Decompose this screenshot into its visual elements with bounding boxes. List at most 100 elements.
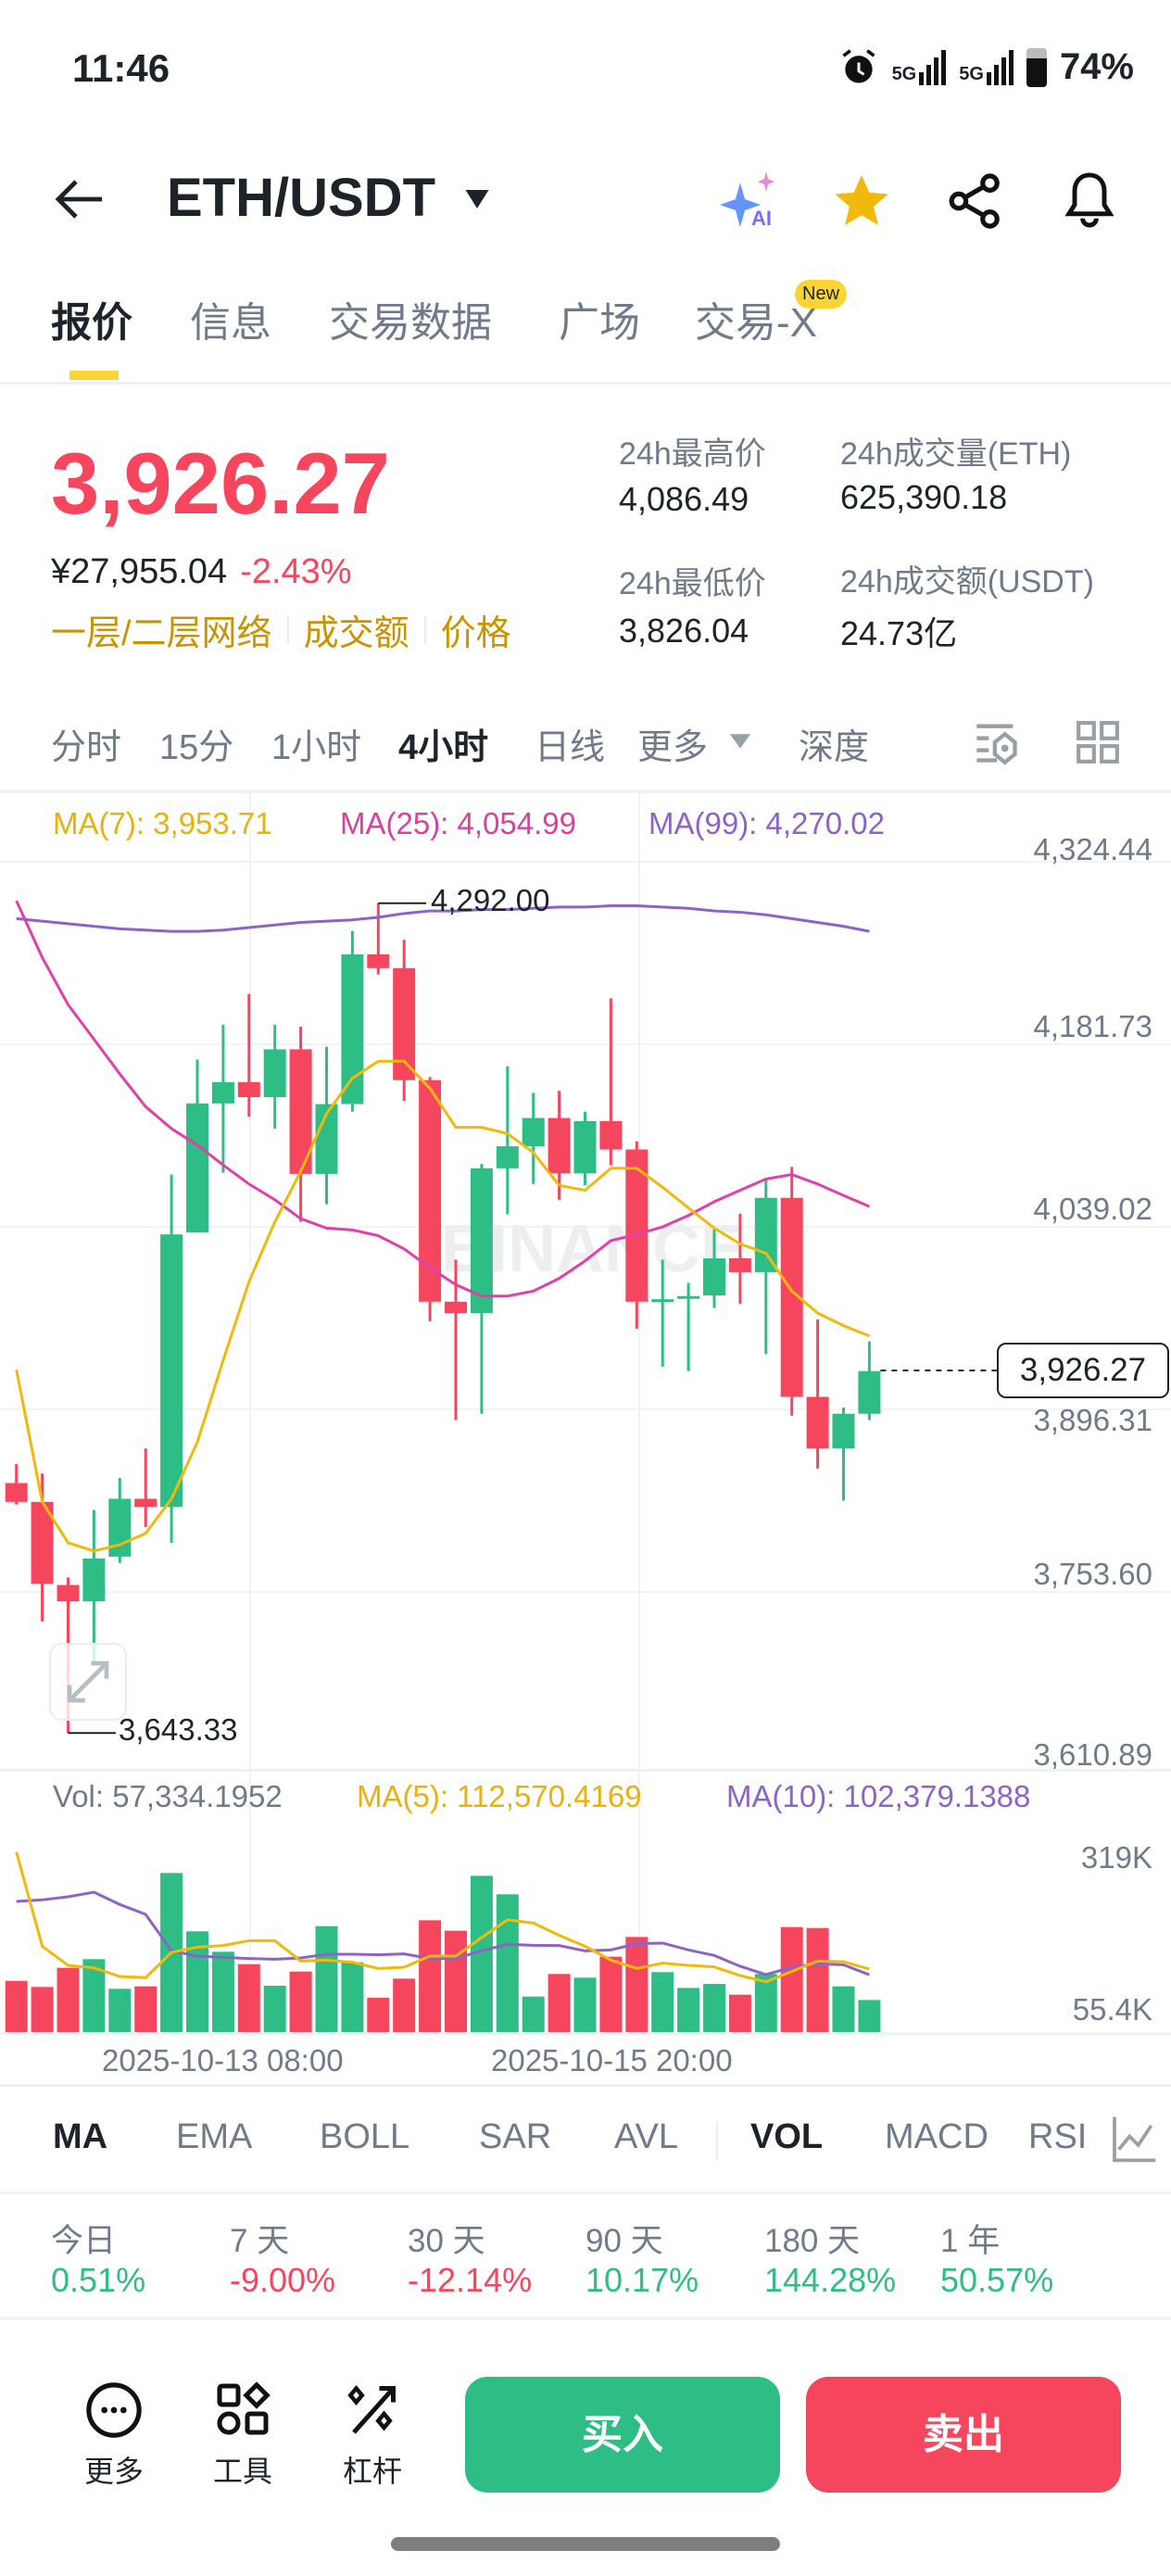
- candle-body: [754, 1197, 777, 1272]
- high-marker-label: 4,292.00: [431, 883, 550, 917]
- high-label: 24h最高价: [619, 436, 766, 472]
- volume-bar: [573, 1977, 597, 2032]
- more-label[interactable]: 更多: [83, 2455, 144, 2488]
- perf-value: -12.14%: [408, 2261, 533, 2299]
- notification-bell-icon[interactable]: [1062, 170, 1117, 230]
- volume-bar: [522, 1996, 545, 2032]
- price-change-percent: -2.43%: [240, 552, 352, 591]
- volume-bar: [496, 1894, 519, 2032]
- divider: [0, 2317, 1171, 2320]
- expand-icon: [67, 1661, 109, 1703]
- interval-4h[interactable]: 4小时: [398, 728, 489, 767]
- tab-trade-x[interactable]: 交易-X: [695, 300, 817, 346]
- indicator-avl[interactable]: AVL: [614, 2117, 679, 2156]
- back-arrow-icon[interactable]: [54, 178, 106, 221]
- pair-dropdown-icon[interactable]: [465, 190, 489, 208]
- volume-bar: [806, 1927, 829, 2032]
- volume-value: 625,390.18: [840, 478, 1008, 516]
- candle-body: [211, 1081, 234, 1104]
- x-axis-label: 2025-10-15 20:00: [491, 2043, 733, 2077]
- perf-label: 1 年: [940, 2223, 1001, 2259]
- indicator-ma[interactable]: MA: [53, 2117, 108, 2156]
- interval-more[interactable]: 更多: [637, 728, 709, 767]
- status-icons: 5G 5G 74%: [838, 46, 1134, 88]
- perf-value: 0.51%: [51, 2261, 146, 2299]
- interval-time[interactable]: 分时: [51, 728, 122, 767]
- ma7-legend: MA(7): 3,953.71: [53, 806, 272, 840]
- high-value: 4,086.49: [619, 480, 749, 518]
- ma99-line: [16, 904, 870, 933]
- sell-button[interactable]: 卖出: [806, 2377, 1121, 2493]
- buy-button[interactable]: 买入: [465, 2377, 780, 2493]
- divider: [0, 789, 1171, 793]
- tab-info[interactable]: 信息: [190, 300, 271, 346]
- tab-trading-data[interactable]: 交易数据: [329, 300, 492, 346]
- vol-axis-max: 319K: [1080, 1840, 1152, 1875]
- volume-bar: [728, 1994, 751, 2032]
- last-price: 3,926.27: [51, 435, 390, 532]
- volume-bar: [367, 1997, 390, 2032]
- volume-bar: [548, 1974, 571, 2032]
- tag-volume[interactable]: 成交额: [303, 614, 409, 653]
- indicator-boll[interactable]: BOLL: [320, 2117, 410, 2156]
- more-dropdown-icon[interactable]: [730, 734, 750, 749]
- home-indicator[interactable]: [391, 2537, 780, 2551]
- volume-bar: [57, 1967, 80, 2032]
- vol-legend: Vol: 57,334.1952: [53, 1779, 283, 1813]
- indicator-rsi[interactable]: RSI: [1028, 2117, 1088, 2156]
- candle-body: [341, 953, 364, 1105]
- candle-body: [419, 1080, 442, 1302]
- tag-layer-network[interactable]: 一层/二层网络: [51, 614, 272, 653]
- fullscreen-button[interactable]: [49, 1643, 127, 1721]
- volume-bar: [754, 1974, 777, 2032]
- tools-label[interactable]: 工具: [212, 2455, 272, 2488]
- volume-bar: [832, 1986, 855, 2032]
- candle-body: [82, 1558, 106, 1602]
- tools-icon[interactable]: [215, 2381, 271, 2437]
- volume-bar: [599, 1956, 623, 2032]
- candle-body: [470, 1168, 493, 1314]
- favorite-star-icon[interactable]: [832, 171, 891, 231]
- interval-depth[interactable]: 深度: [799, 728, 870, 767]
- more-icon[interactable]: [85, 2381, 143, 2439]
- candle-body: [496, 1146, 519, 1168]
- interval-1h[interactable]: 1小时: [271, 728, 362, 767]
- volume-bar: [393, 1978, 416, 2032]
- indicator-ema[interactable]: EMA: [176, 2117, 253, 2156]
- indicator-vol[interactable]: VOL: [750, 2117, 824, 2156]
- indicator-settings-button[interactable]: [1108, 2113, 1164, 2168]
- leverage-label[interactable]: 杠杆: [342, 2455, 402, 2488]
- indicator-sar[interactable]: SAR: [479, 2117, 552, 2156]
- price-axis-label: 4,324.44: [1033, 832, 1152, 866]
- tag-price[interactable]: 价格: [440, 614, 511, 653]
- candle-body: [573, 1120, 597, 1174]
- candle-body: [186, 1103, 208, 1233]
- share-icon[interactable]: [947, 172, 1004, 230]
- volume-label: 24h成交量(ETH): [840, 436, 1072, 472]
- layout-grid-icon[interactable]: [1075, 718, 1121, 766]
- candle-body: [858, 1370, 881, 1414]
- volume-bar: [341, 1962, 364, 2032]
- interval-1d[interactable]: 日线: [535, 728, 606, 767]
- leverage-icon[interactable]: [345, 2381, 400, 2437]
- ai-button[interactable]: AI: [718, 171, 783, 236]
- volume-bar: [677, 1988, 700, 2032]
- alarm-icon: [841, 48, 875, 82]
- candle-body: [548, 1118, 571, 1174]
- candle-body: [806, 1396, 829, 1449]
- perf-value: -9.00%: [230, 2261, 336, 2299]
- pair-title[interactable]: ETH/USDT: [167, 168, 435, 228]
- tab-quote[interactable]: 报价: [51, 300, 132, 346]
- candlestick-chart[interactable]: BINANCE: [0, 0, 1171, 2085]
- main-tabs: 报价 信息 交易数据 广场 交易-X New: [0, 280, 1171, 382]
- low-value: 3,826.04: [619, 612, 749, 650]
- indicator-macd[interactable]: MACD: [885, 2117, 988, 2156]
- indicator-chart-icon: [1113, 2116, 1156, 2163]
- interval-15m[interactable]: 15分: [159, 728, 234, 767]
- volume-bar: [625, 1937, 648, 2032]
- cny-value: ¥27,955.04: [51, 552, 228, 591]
- signal-icon: 5G: [892, 49, 947, 85]
- tab-square[interactable]: 广场: [559, 300, 640, 346]
- candle-body: [728, 1257, 751, 1272]
- chart-settings-icon[interactable]: [973, 718, 1021, 766]
